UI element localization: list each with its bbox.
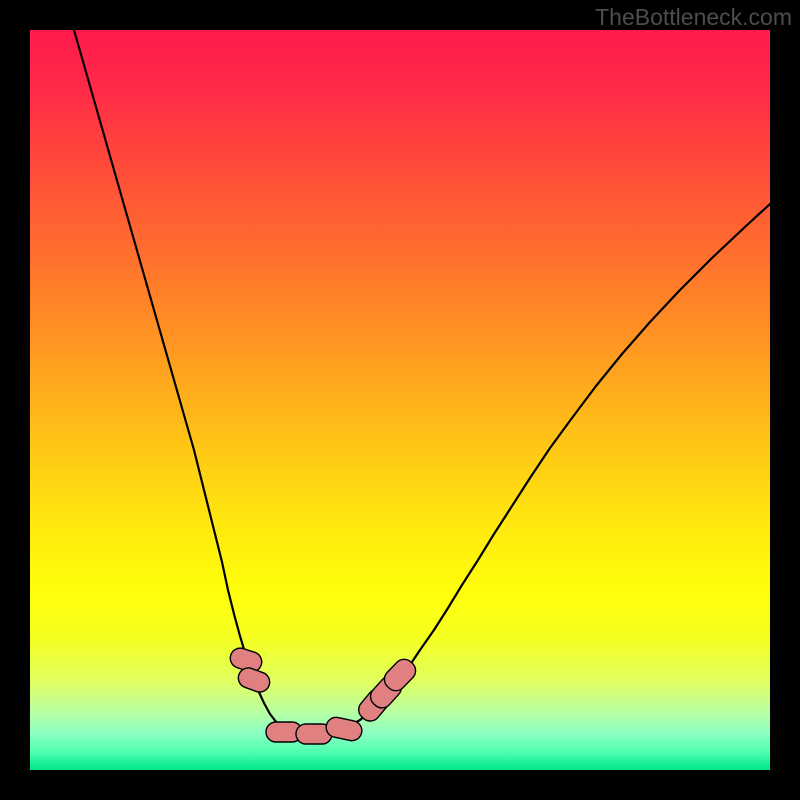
plot-background xyxy=(30,30,770,770)
bottleneck-chart xyxy=(0,0,800,800)
watermark-text: TheBottleneck.com xyxy=(595,4,792,31)
